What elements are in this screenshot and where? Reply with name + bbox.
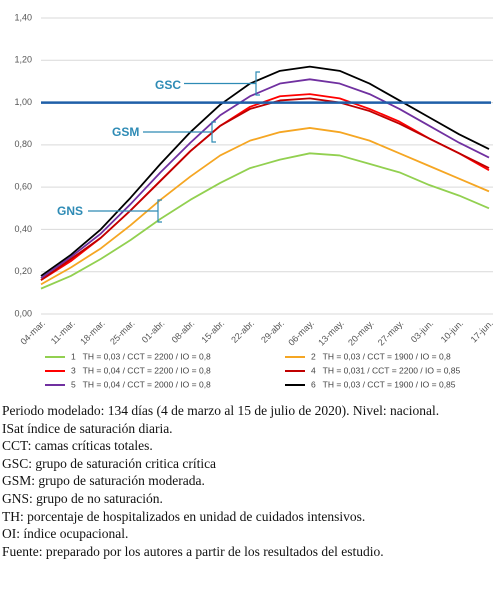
y-tick-label: 0,20 [14, 266, 32, 276]
y-tick-label: 0,60 [14, 182, 32, 192]
notes: Periodo modelado: 134 días (4 de marzo a… [2, 402, 494, 560]
x-tick-label: 13-may. [316, 318, 346, 348]
note-line: GSM: grupo de saturación moderada. [2, 473, 205, 489]
annotation: GNS [57, 204, 83, 218]
series-line [40, 97, 490, 281]
annotation: GSM [112, 125, 139, 139]
x-tick-label: 22-abr. [229, 318, 256, 345]
y-tick-label: 1,00 [14, 97, 32, 107]
x-tick-label: 04-mar. [18, 318, 47, 347]
note-line: GNS: grupo de no saturación. [2, 490, 163, 506]
annotation-bracket [208, 121, 216, 143]
x-tick-label: 01-abr. [140, 318, 167, 345]
x-tick-label: 08-abr. [170, 318, 197, 345]
note-line: CCT: camas críticas totales. [2, 438, 153, 454]
y-tick-label: 1,20 [14, 55, 32, 65]
x-tick-label: 11-mar. [49, 318, 77, 346]
x-tick-label: 06-may. [286, 318, 316, 348]
y-tick-label: 1,40 [14, 12, 32, 22]
y-tick-label: 0,00 [14, 308, 32, 318]
legend-label: 2 TH = 0,03 / CCT = 1900 / IO = 0,8 [311, 351, 451, 361]
y-tick-label: 0,80 [14, 139, 32, 149]
legend-label: 3 TH = 0,04 / CCT = 2200 / IO = 0,8 [71, 365, 211, 375]
x-tick-label: 18-mar. [78, 318, 107, 347]
x-tick-label: 27-may. [376, 318, 406, 348]
x-tick-label: 29-abr. [259, 318, 286, 345]
y-tick-label: 0,40 [14, 224, 32, 234]
note-line: ISat índice de saturación diaria. [2, 420, 173, 436]
x-tick-label: 17-jun. [469, 318, 496, 345]
annotation: GSC [155, 78, 181, 92]
legend-label: 1 TH = 0,03 / CCT = 2200 / IO = 0,8 [71, 351, 211, 361]
note-line: Fuente: preparado por los autores a part… [2, 543, 384, 559]
series-line [40, 127, 490, 286]
series-line [40, 78, 490, 279]
note-line: OI: índice ocupacional. [2, 526, 129, 542]
legend-label: 6 TH = 0,03 / CCT = 1900 / IO = 0,85 [311, 379, 456, 389]
legend-label: 4 TH = 0,031 / CCT = 2200 / IO = 0,85 [311, 365, 461, 375]
annotation-bracket [252, 71, 260, 96]
series-line [40, 152, 490, 290]
note-line: Periodo modelado: 134 días (4 de marzo a… [2, 403, 440, 418]
x-tick-label: 03-jun. [409, 318, 436, 345]
x-tick-label: 15-abr. [199, 318, 226, 345]
x-tick-label: 25-mar. [108, 318, 137, 347]
legend-label: 5 TH = 0,04 / CCT = 2000 / IO = 0,8 [71, 379, 211, 389]
note-line: GSC: grupo de saturación critica crítica [2, 455, 217, 471]
x-tick-label: 10-jun. [439, 318, 466, 345]
series-line [40, 65, 490, 277]
x-tick-label: 20-may. [346, 318, 376, 348]
annotation-bracket [154, 199, 162, 223]
note-line: TH: porcentaje de hospitalizados en unid… [2, 508, 366, 524]
